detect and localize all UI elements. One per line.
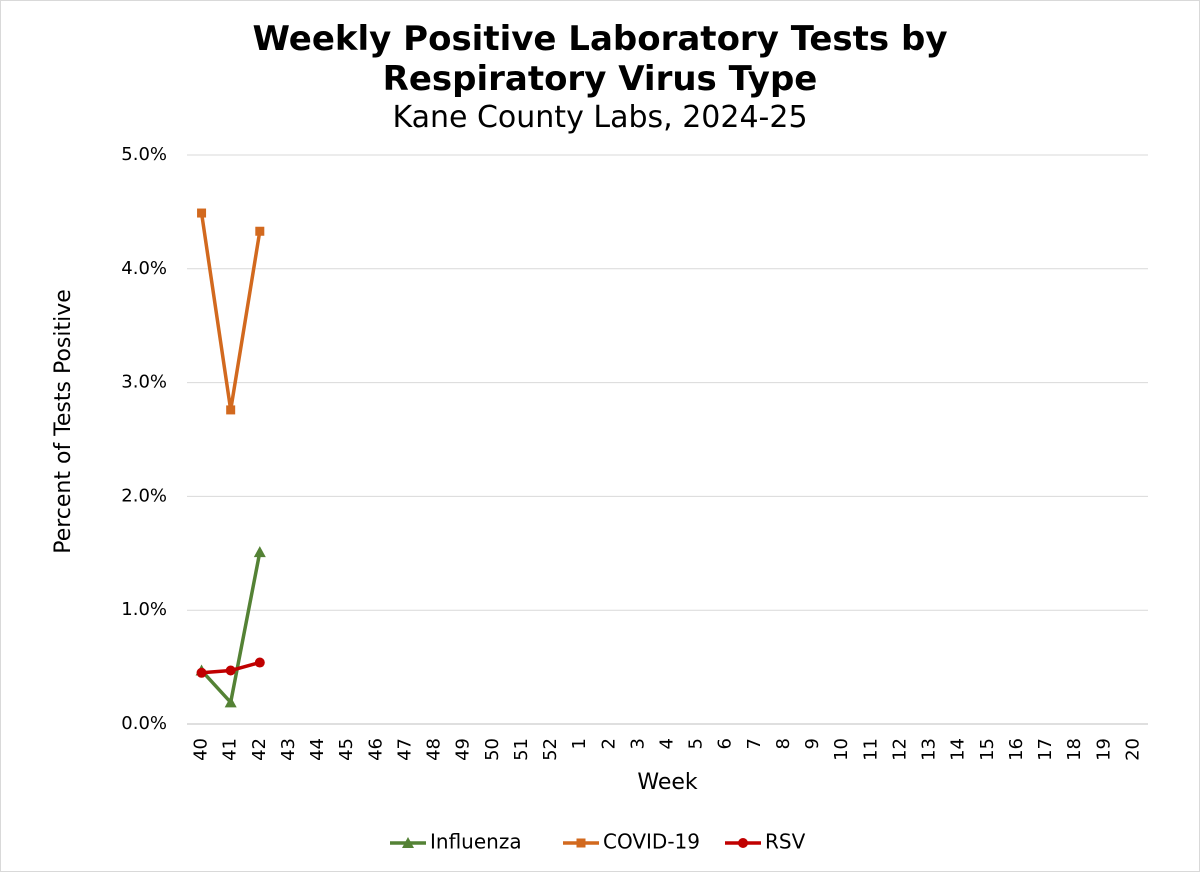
marker (254, 657, 265, 668)
y-tick-label: 5.0% (121, 144, 167, 165)
x-tick-label: 15 (977, 738, 998, 761)
series-line (199, 212, 262, 412)
marker (253, 546, 266, 558)
marker (576, 838, 586, 848)
chart-subtitle: Kane County Labs, 2024-25 (392, 100, 808, 135)
x-tick-label: 51 (511, 738, 532, 761)
marker (224, 696, 237, 708)
x-tick-label: 8 (773, 738, 794, 749)
legend-item: COVID-19 (563, 830, 700, 854)
x-tick-label: 18 (1064, 738, 1085, 761)
marker (196, 667, 207, 678)
x-tick-label: 4 (657, 738, 678, 749)
x-tick-label: 11 (860, 738, 881, 761)
x-tick-label: 12 (889, 738, 910, 761)
x-tick-label: 17 (1035, 738, 1056, 761)
x-tick-label: 14 (948, 738, 969, 761)
legend-item: RSV (725, 830, 806, 854)
marker (225, 665, 236, 676)
y-axis-title: Percent of Tests Positive (51, 289, 76, 554)
marker (197, 208, 207, 218)
x-tick-label: 3 (627, 738, 648, 749)
x-tick-label: 6 (715, 738, 736, 749)
x-tick-label: 5 (686, 738, 707, 749)
x-axis-title: Week (637, 770, 698, 795)
x-tick-label: 44 (307, 738, 328, 761)
legend-label: RSV (765, 830, 806, 854)
x-tick-label: 9 (802, 738, 823, 749)
y-tick-label: 4.0% (121, 258, 167, 279)
x-tick-label: 49 (453, 738, 474, 761)
y-tick-label: 3.0% (121, 372, 167, 393)
legend-item: Influenza (390, 830, 522, 854)
x-tick-label: 52 (540, 738, 561, 761)
x-tick-label: 45 (336, 738, 357, 761)
y-tick-label: 1.0% (121, 599, 167, 620)
x-tick-label: 13 (919, 738, 940, 761)
y-tick-label: 0.0% (121, 713, 167, 734)
series-line (200, 551, 262, 705)
marker (402, 837, 414, 848)
x-tick-label: 43 (278, 738, 299, 761)
x-tick-label: 48 (424, 738, 445, 761)
y-tick-label: 2.0% (121, 485, 167, 506)
chart-title: Weekly Positive Laboratory Tests by Resp… (252, 19, 948, 99)
marker (226, 405, 236, 415)
marker (255, 226, 265, 236)
x-tick-label: 1 (569, 738, 590, 749)
x-tick-label: 47 (394, 738, 415, 761)
x-tick-label: 2 (598, 738, 619, 749)
title-block: Weekly Positive Laboratory Tests by Resp… (1, 19, 1199, 137)
x-tick-label: 7 (744, 738, 765, 749)
x-tick-label: 50 (482, 738, 503, 761)
x-tick-label: 42 (249, 738, 270, 761)
x-tick-label: 20 (1122, 738, 1143, 761)
x-tick-label: 40 (191, 738, 212, 761)
x-tick-label: 19 (1093, 738, 1114, 761)
marker (738, 838, 748, 848)
legend-label: Influenza (430, 830, 522, 854)
x-tick-label: 10 (831, 738, 852, 761)
x-tick-label: 41 (220, 738, 241, 761)
legend-label: COVID-19 (603, 830, 700, 854)
x-tick-label: 46 (365, 738, 386, 761)
x-tick-label: 16 (1006, 738, 1027, 761)
